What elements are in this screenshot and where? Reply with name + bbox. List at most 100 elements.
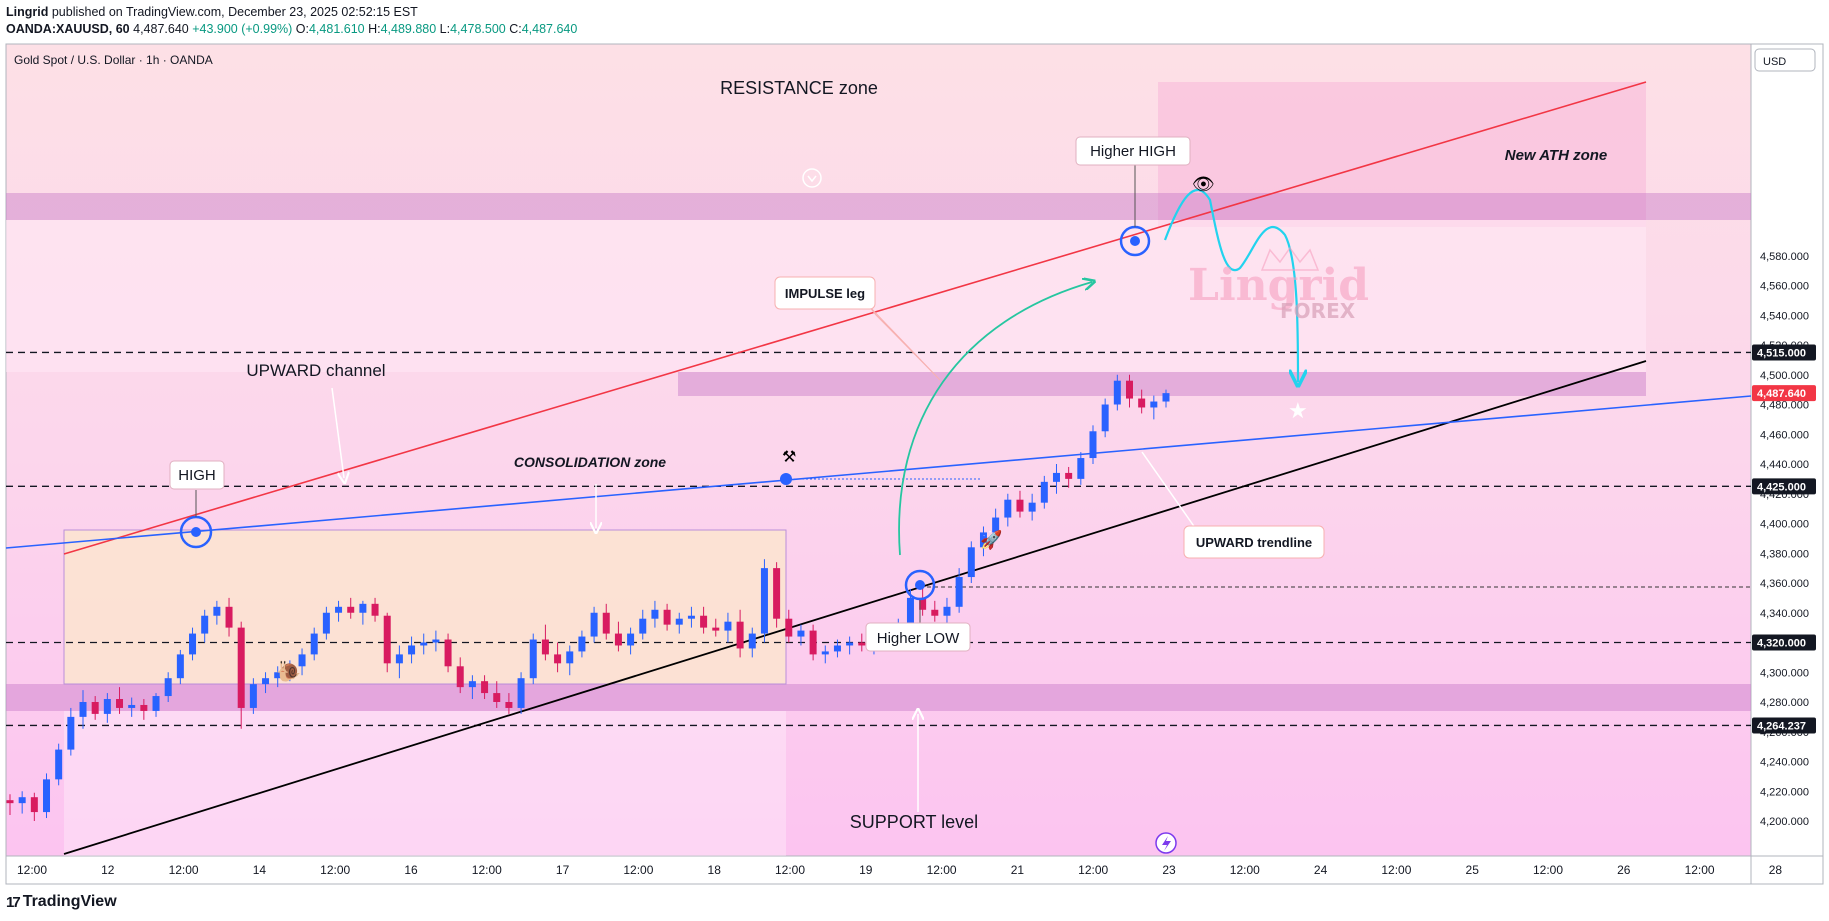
candle-body [1016, 499, 1024, 512]
time-axis[interactable]: 12:00 12 12:00 14 12:00 16 12:00 17 12:00 18 12:00… [17, 863, 1782, 877]
higher-low-marker [904, 569, 936, 601]
close-label: C: [509, 22, 522, 36]
upward-channel-label: UPWARD channel [246, 361, 385, 380]
candle-body [992, 517, 1000, 533]
higher-low-callout: Higher LOW [865, 622, 971, 652]
candle-body [18, 797, 26, 804]
candle-body [322, 612, 330, 634]
trendline-pointer [1141, 451, 1199, 533]
time-tick-label: 21 [1011, 863, 1025, 877]
time-tick-label: 18 [708, 863, 722, 877]
svg-text:UPWARD trendline: UPWARD trendline [1196, 535, 1312, 550]
time-tick-label: 12:00 [927, 863, 957, 877]
author-name[interactable]: Lingrid [6, 5, 49, 19]
candle-body [748, 633, 756, 649]
alert-down-icon[interactable] [802, 168, 822, 188]
candle-body [809, 630, 817, 655]
symbol: OANDA:XAUUSD, 60 [6, 22, 130, 36]
time-tick-label: 26 [1617, 863, 1631, 877]
candle-body [821, 651, 829, 655]
time-tick-label: 12:00 [1685, 863, 1715, 877]
impulse-leg-callout: IMPULSE leg [774, 276, 876, 310]
candle-body [30, 797, 38, 813]
breakout-point [780, 473, 792, 485]
candle-body [1162, 393, 1170, 402]
candle-body [262, 678, 270, 685]
watermark-lingrid: Lingrid [1188, 260, 1369, 311]
candle-body [554, 654, 562, 664]
candle-body [152, 696, 160, 711]
current-price-badge: 4,487.640 [1752, 385, 1816, 402]
candle-body [67, 716, 75, 750]
time-tick-label: 12 [101, 863, 115, 877]
new-ath-zone-label: New ATH zone [1505, 147, 1608, 164]
svg-text:4,320.000: 4,320.000 [1757, 638, 1806, 650]
price-tick-label: 4,200.000 [1760, 816, 1809, 828]
price-tick-label: 4,440.000 [1760, 459, 1809, 471]
candle-body [724, 621, 732, 631]
price-tick-label: 4,240.000 [1760, 757, 1809, 769]
lightning-icon[interactable] [1155, 832, 1177, 854]
candle-body [1077, 458, 1085, 479]
candle-body [189, 633, 197, 655]
time-tick-label: 14 [253, 863, 267, 877]
price-change: +43.900 (+0.99%) [192, 22, 293, 36]
candle-body [116, 699, 124, 708]
candle-body [201, 615, 209, 634]
svg-text:HIGH: HIGH [178, 467, 216, 484]
candle-body [43, 779, 51, 813]
candle-body [1065, 472, 1073, 479]
price-tick-label: 4,460.000 [1760, 429, 1809, 441]
time-tick-label: 16 [404, 863, 418, 877]
candle-body [590, 612, 598, 637]
candle-body [566, 651, 574, 664]
price-tick-label: 4,300.000 [1760, 667, 1809, 679]
price-level-badge: 4,515.000 [1752, 344, 1816, 361]
candle-body [1004, 499, 1012, 518]
currency-button[interactable]: USD [1754, 48, 1816, 72]
candle-body [906, 597, 914, 625]
low-value: 4,478.500 [450, 22, 506, 36]
chart-title: Gold Spot / U.S. Dollar · 1h · OANDA [14, 53, 213, 67]
price-tick-label: 4,360.000 [1760, 578, 1809, 590]
candle-body [614, 633, 622, 646]
candle-body [578, 636, 586, 652]
impulse-callout-pointer [867, 304, 941, 381]
impulse-arrow [898, 282, 1092, 556]
candle-body [420, 642, 428, 646]
candle-body [493, 693, 501, 702]
candle-body [347, 606, 355, 613]
projection-path [1163, 188, 1298, 382]
candle-body [760, 568, 768, 634]
candle-body [639, 618, 647, 634]
candle-body [1052, 472, 1060, 482]
candle-body [1040, 481, 1048, 503]
candle-body [700, 615, 708, 628]
channel-lower-line [63, 360, 1647, 855]
candle-body [602, 612, 610, 634]
rocket-icon: 🚀 [980, 529, 1002, 550]
candle-body [225, 606, 233, 628]
svg-text:IMPULSE leg: IMPULSE leg [785, 286, 865, 301]
price-tick-label: 4,340.000 [1760, 608, 1809, 620]
support-level-label: SUPPORT level [850, 812, 978, 832]
tradingview-logo-icon: 17 [6, 893, 21, 911]
time-tick-label: 12:00 [1533, 863, 1563, 877]
channel-pointer-arrow [331, 387, 344, 478]
time-tick-label: 12:00 [775, 863, 805, 877]
candle-body [91, 702, 99, 714]
low-label: L: [439, 22, 451, 36]
candle-body [444, 639, 452, 667]
candle-body [1101, 404, 1109, 432]
tradingview-logo[interactable]: 17 TradingView [6, 893, 117, 911]
time-tick-label: 25 [1466, 863, 1480, 877]
candle-body [687, 615, 695, 619]
price-tick-label: 4,560.000 [1760, 281, 1809, 293]
star-icon: ★ [1288, 398, 1308, 423]
candle-body [967, 547, 975, 578]
candle-body [785, 618, 793, 637]
candle-body [55, 749, 63, 780]
higher-high-callout: Higher HIGH [1075, 136, 1191, 166]
close-value: 4,487.640 [521, 22, 578, 36]
